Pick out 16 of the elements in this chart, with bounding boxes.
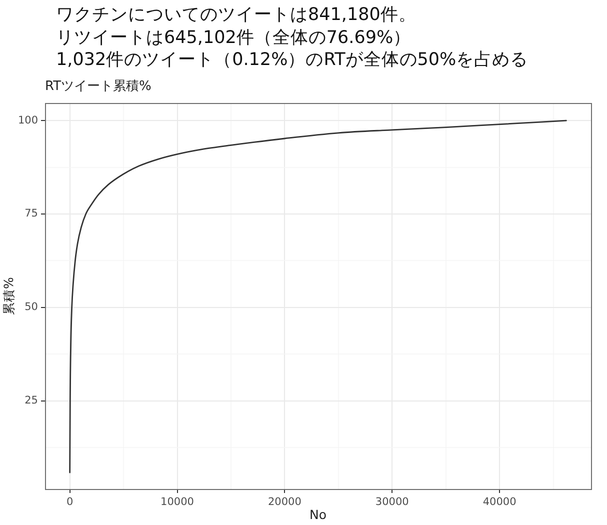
text: リツイートは645,102件（全体の76.69%） bbox=[56, 26, 412, 49]
x-axis-title: No bbox=[310, 506, 326, 522]
y-tick-label: 25 bbox=[24, 394, 38, 407]
line-series bbox=[69, 120, 567, 474]
y-tick-label: 100 bbox=[18, 114, 38, 126]
text: 1,032件のツイート（0.12%）のRTが全体の50%を占める bbox=[56, 49, 528, 72]
chart-title: ワクチンについてのツイートは841,180件。 bbox=[56, 4, 418, 26]
chart-subtitle: RTツイート累積% bbox=[45, 79, 152, 95]
x-tick-label: 40000 bbox=[482, 496, 516, 508]
x-tick-label: 30000 bbox=[375, 496, 409, 508]
y-tick-label: 75 bbox=[24, 208, 38, 220]
x-tick-label: 0 bbox=[66, 496, 74, 508]
x-tick-label: 20000 bbox=[268, 496, 302, 508]
y-tick-label: 50 bbox=[24, 301, 38, 314]
x-tick-label: 10000 bbox=[160, 496, 194, 508]
y-axis-title: 累積% bbox=[0, 276, 16, 315]
